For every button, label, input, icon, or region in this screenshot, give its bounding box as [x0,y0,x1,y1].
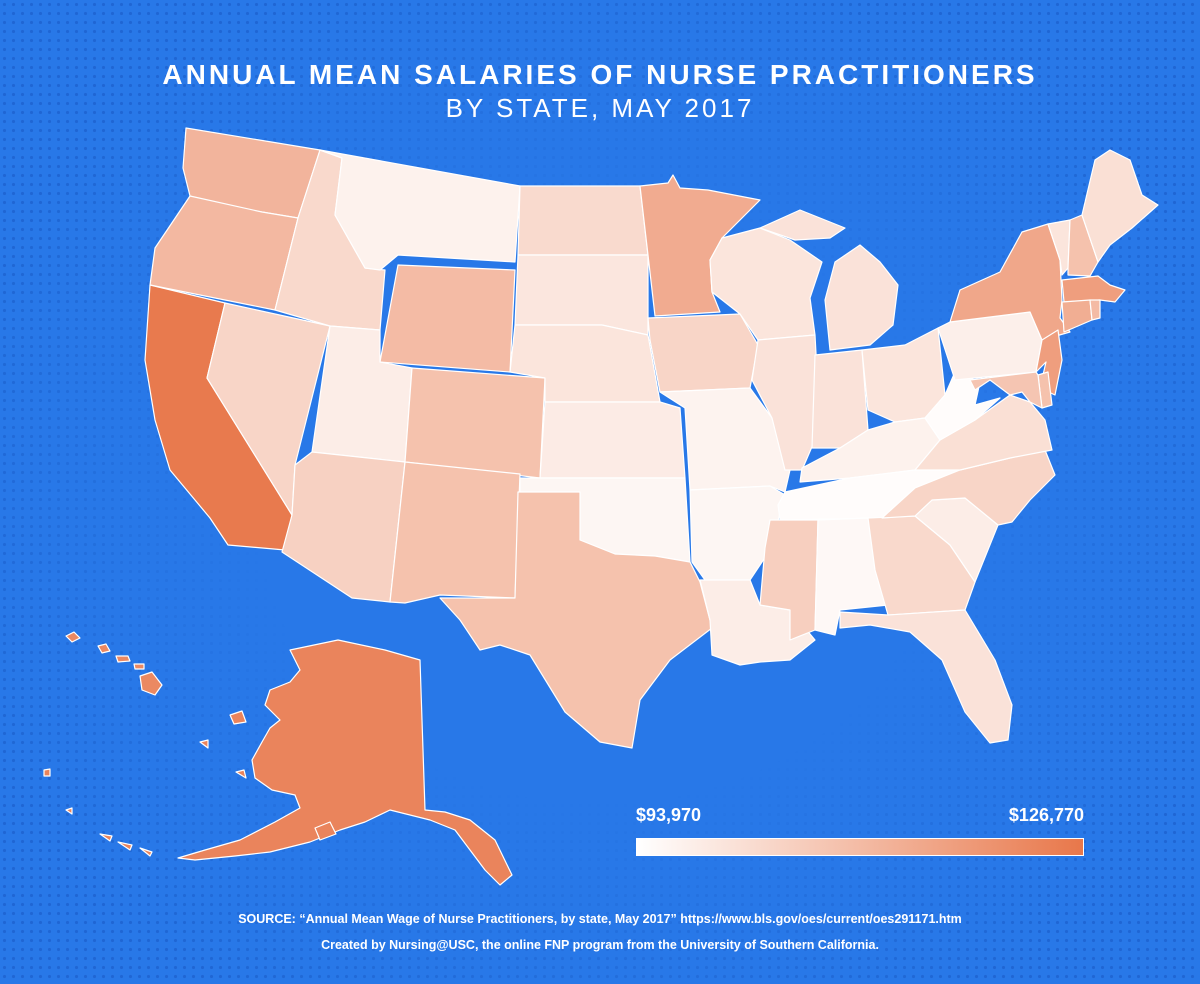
state-WY [379,264,516,373]
aleutian-islands [43,710,337,857]
state-LA [699,579,816,666]
legend-gradient-bar [636,838,1084,856]
state-KS [539,401,686,479]
state-NY [949,223,1071,341]
state-CT [1061,299,1093,333]
state-NM [389,461,521,604]
state-TX [439,491,713,749]
state-IL [751,334,821,471]
legend-max-label: $126,770 [1008,805,1084,825]
state-MI [759,209,899,351]
state-MT [319,149,521,271]
state-FL [839,609,1013,744]
state-RI [1089,299,1101,321]
state-AK [177,639,513,886]
legend-min-label: $93,970 [636,805,702,825]
state-IN [811,349,869,449]
map-title: ANNUAL MEAN SALARIES OF NURSE PRACTITION… [162,59,1038,90]
state-ME [1081,149,1159,263]
source-citation: SOURCE: “Annual Mean Wage of Nurse Pract… [238,912,962,926]
state-MA [1061,275,1126,303]
state-CO [404,367,546,479]
state-WV [924,371,1001,441]
state-AR [689,485,786,581]
state-SD [514,254,649,336]
state-OH [861,327,946,423]
map-subtitle: BY STATE, MAY 2017 [445,93,755,123]
state-PA [937,311,1043,381]
state-MD [969,371,1043,409]
state-VT [1047,219,1071,276]
state-ND [517,185,649,256]
state-AZ [281,451,406,603]
state-IA [647,313,759,393]
state-HI [65,631,163,696]
credit-line: Created by Nursing@USC, the online FNP p… [321,938,879,952]
